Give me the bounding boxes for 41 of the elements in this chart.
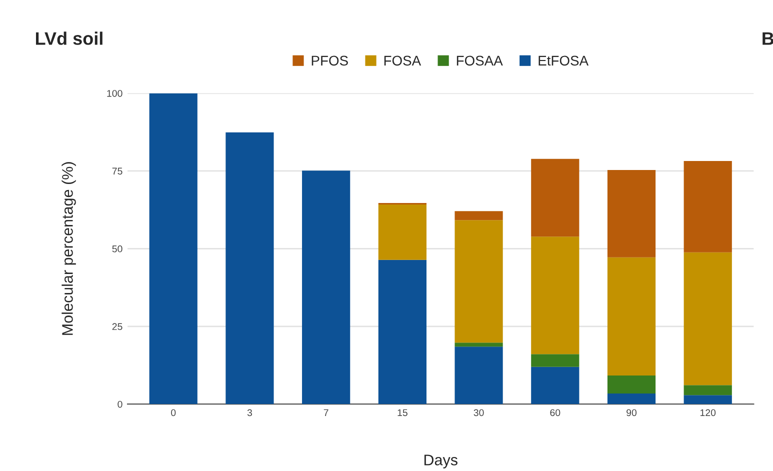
bar xyxy=(149,93,198,404)
bar xyxy=(454,342,503,347)
legend-label: FOSA xyxy=(384,56,422,66)
bar xyxy=(531,354,580,367)
bar xyxy=(607,394,656,404)
bar xyxy=(531,158,580,237)
x-tick-label: 60 xyxy=(550,409,560,416)
y-tick-label: 25 xyxy=(112,323,122,330)
bar xyxy=(684,161,732,252)
bar xyxy=(607,170,656,258)
bar xyxy=(302,170,350,404)
legend-label: PFOS xyxy=(312,56,348,66)
x-tick-label: 3 xyxy=(247,409,252,416)
y-axis-title: Molecular percentage (%) xyxy=(62,162,76,335)
bar xyxy=(454,211,503,220)
bar xyxy=(607,257,656,376)
bar xyxy=(684,395,732,404)
bar xyxy=(684,252,732,386)
bar xyxy=(607,376,656,394)
bar xyxy=(531,366,580,404)
x-axis-title: Days xyxy=(424,454,458,468)
bar xyxy=(378,260,426,404)
bar xyxy=(531,236,580,354)
x-tick-label: 90 xyxy=(626,409,637,416)
bar xyxy=(454,346,503,404)
x-tick-label: 120 xyxy=(700,409,716,416)
y-tick-label: 0 xyxy=(118,400,122,408)
legend-label: EtFOSA xyxy=(538,56,589,66)
chart-title: LVd soil xyxy=(36,32,102,45)
x-tick-label: 30 xyxy=(474,409,484,416)
x-tick-label: 0 xyxy=(171,409,176,416)
legend-label: FOSAA xyxy=(456,56,503,66)
bar xyxy=(378,204,426,260)
y-tick-label: 50 xyxy=(112,245,122,252)
x-tick-label: 15 xyxy=(398,409,408,416)
bar xyxy=(226,132,274,404)
y-tick-label: 75 xyxy=(112,168,122,175)
bar xyxy=(454,220,503,343)
y-tick-label: 100 xyxy=(107,90,122,97)
x-tick-label: 7 xyxy=(324,409,328,416)
bar xyxy=(684,385,732,396)
